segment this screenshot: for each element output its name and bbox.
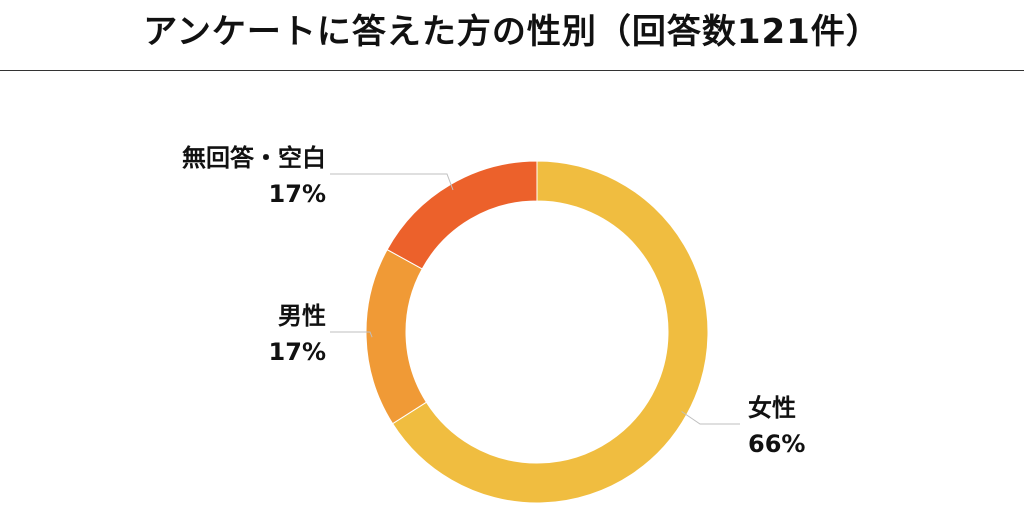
slice-category-label-3: 無回答・空白	[182, 144, 326, 172]
slice-value-label-2: 17%	[269, 338, 326, 366]
donut-slice-1	[391, 160, 709, 504]
slice-value-label-3: 17%	[269, 180, 326, 208]
donut-slice-3	[386, 160, 538, 270]
title-divider	[0, 70, 1024, 71]
slice-category-label-1: 女性	[748, 394, 796, 422]
leader-line-2	[330, 331, 373, 338]
donut-slice-2	[365, 248, 428, 425]
slice-value-label-1: 66%	[748, 430, 805, 458]
leader-line-1	[681, 411, 740, 425]
chart-title: アンケートに答えた方の性別（回答数121件）	[143, 12, 881, 52]
leader-line-3	[330, 173, 454, 191]
slice-category-label-2: 男性	[278, 302, 326, 330]
